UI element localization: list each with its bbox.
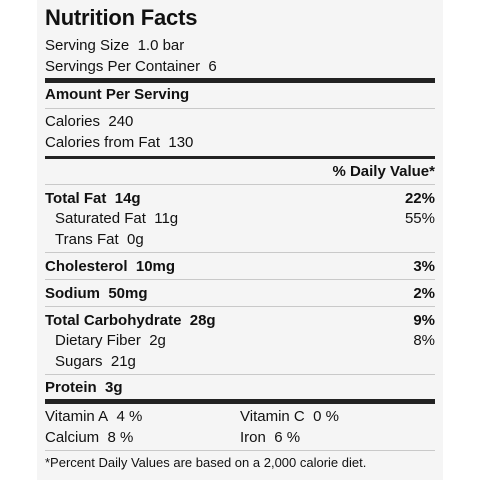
calories-value: 240 <box>108 113 134 130</box>
divider-medium <box>45 156 435 159</box>
daily-value-footnote: *Percent Daily Values are based on a 2,0… <box>45 455 367 470</box>
divider-thick <box>45 399 435 404</box>
calcium-value: 8 % <box>107 429 134 446</box>
servings-per-container-label: Servings Per Container <box>45 58 201 75</box>
divider <box>45 279 435 280</box>
serving-size-label: Serving Size <box>45 37 130 54</box>
total-fat-amount: 14g <box>114 190 141 207</box>
protein-row: Protein 3g <box>45 379 435 397</box>
iron-value: 6 % <box>274 429 301 446</box>
nutrition-label: Nutrition Facts Serving Size 1.0 bar Ser… <box>37 0 443 480</box>
total-fat-row: Total Fat 14g 22% <box>45 190 435 208</box>
total-carbohydrate-row: Total Carbohydrate 28g 9% <box>45 312 435 330</box>
servings-per-container-row: Servings Per Container 6 <box>45 58 435 76</box>
divider <box>45 374 435 375</box>
divider <box>45 306 435 307</box>
sugars-row: Sugars 21g <box>55 353 435 371</box>
amount-per-serving-header: Amount Per Serving <box>45 86 435 104</box>
dietary-fiber-label: Dietary Fiber <box>55 332 141 349</box>
total-fat-dv: 22% <box>404 190 435 207</box>
sodium-dv: 2% <box>413 285 435 302</box>
vitamin-a-label: Vitamin A <box>45 408 109 425</box>
total-carbohydrate-label: Total Carbohydrate <box>45 312 182 329</box>
vitamin-c: Vitamin C 0 % <box>240 408 339 426</box>
calories-from-fat-row: Calories from Fat 130 <box>45 134 435 152</box>
sugars-amount: 21g <box>110 353 136 370</box>
sodium-row: Sodium 50mg 2% <box>45 285 435 303</box>
vitamin-c-label: Vitamin C <box>240 408 305 425</box>
iron-label: Iron <box>240 429 266 446</box>
protein-label: Protein <box>45 379 97 396</box>
dietary-fiber-dv: 8% <box>413 332 435 349</box>
iron: Iron 6 % <box>240 429 300 447</box>
cholesterol-label: Cholesterol <box>45 258 128 275</box>
sodium-label: Sodium <box>45 285 100 302</box>
calcium: Calcium 8 % <box>45 429 133 447</box>
cholesterol-row: Cholesterol 10mg 3% <box>45 258 435 276</box>
calories-from-fat-value: 130 <box>168 134 194 151</box>
sodium-amount: 50mg <box>108 285 148 302</box>
daily-value-header-text: % Daily Value* <box>332 163 435 180</box>
cholesterol-dv: 3% <box>413 258 435 275</box>
trans-fat-amount: 0g <box>126 231 144 248</box>
amount-per-serving-text: Amount Per Serving <box>45 86 190 103</box>
label-title: Nutrition Facts <box>45 5 198 30</box>
saturated-fat-dv: 55% <box>404 210 435 227</box>
divider <box>45 108 435 109</box>
divider <box>45 184 435 185</box>
vitamin-a-value: 4 % <box>116 408 143 425</box>
divider-thick <box>45 78 435 83</box>
total-carbohydrate-dv: 9% <box>413 312 435 329</box>
trans-fat-label: Trans Fat <box>55 231 119 248</box>
trans-fat-row: Trans Fat 0g <box>55 231 435 249</box>
serving-size-value: 1.0 bar <box>137 37 185 54</box>
dietary-fiber-amount: 2g <box>149 332 166 349</box>
saturated-fat-label: Saturated Fat <box>55 210 146 227</box>
daily-value-header: % Daily Value* <box>45 163 435 181</box>
total-carbohydrate-amount: 28g <box>189 312 216 329</box>
divider <box>45 252 435 253</box>
calcium-label: Calcium <box>45 429 100 446</box>
cholesterol-amount: 10mg <box>135 258 176 275</box>
saturated-fat-row: Saturated Fat 11g 55% <box>55 210 435 228</box>
calories-from-fat-label: Calories from Fat <box>45 134 161 151</box>
protein-amount: 3g <box>105 379 123 396</box>
sugars-label: Sugars <box>55 353 103 370</box>
dietary-fiber-row: Dietary Fiber 2g 8% <box>55 332 435 350</box>
total-fat-label: Total Fat <box>45 190 107 207</box>
calories-row: Calories 240 <box>45 113 435 131</box>
saturated-fat-amount: 11g <box>154 210 179 227</box>
servings-per-container-value: 6 <box>208 58 217 75</box>
serving-size-row: Serving Size 1.0 bar <box>45 37 435 55</box>
divider <box>45 450 435 451</box>
calories-label: Calories <box>45 113 101 130</box>
vitamin-c-value: 0 % <box>313 408 339 425</box>
vitamin-a: Vitamin A 4 % <box>45 408 142 426</box>
